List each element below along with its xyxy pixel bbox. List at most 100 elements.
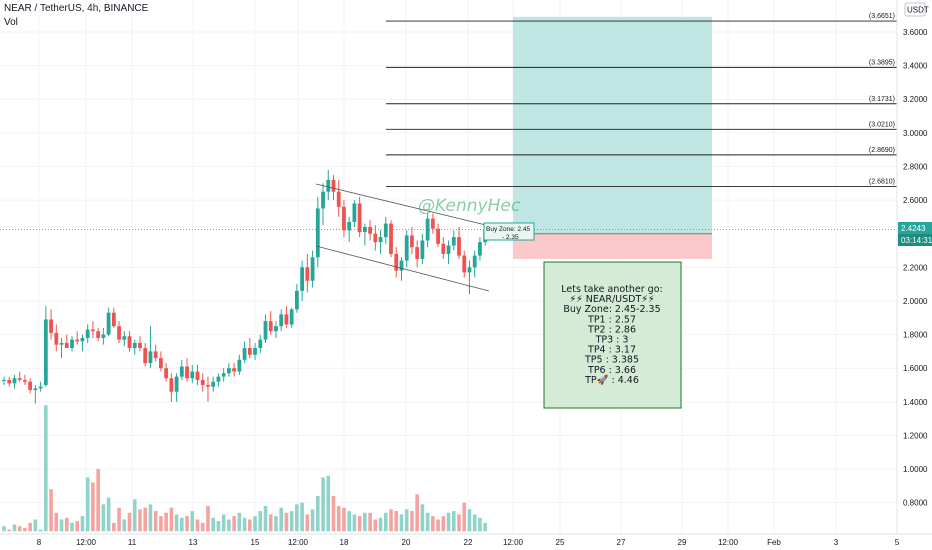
channel-upper-line	[315, 183, 491, 227]
candle-body	[263, 321, 268, 340]
note-line: TP6 : 3.66	[587, 365, 636, 376]
volume-bar	[305, 514, 310, 532]
candle	[70, 336, 74, 352]
candle-body	[378, 237, 383, 243]
volume-bar	[441, 516, 446, 532]
volume-bar	[331, 495, 336, 532]
trade-note[interactable]: Lets take another go:⚡⚡ NEAR/USDT⚡⚡Buy Z…	[543, 261, 682, 409]
candle	[153, 344, 158, 362]
price-level-label: (3.6651)	[869, 13, 895, 20]
candle	[190, 364, 195, 384]
candle-body	[59, 342, 64, 345]
candle	[237, 354, 242, 375]
candle	[169, 373, 174, 402]
candle-body	[451, 237, 456, 246]
candle-body	[169, 378, 174, 392]
price-axis[interactable]: USDT 3.6000 3.4000 3.2000 3.0000 2.8000 2.600…	[896, 0, 932, 550]
volume-bar	[279, 507, 283, 532]
volume-bar	[211, 517, 215, 532]
volume-bar	[352, 514, 357, 532]
volume-bar	[17, 526, 22, 532]
x-tick-label: 12:00	[76, 538, 97, 547]
buy-zone-label-line-1: Buy Zone: 2.45	[486, 226, 530, 233]
candle	[430, 213, 435, 234]
volume-bar	[85, 477, 90, 532]
volume-bar	[237, 512, 242, 532]
x-tick-label: 18	[340, 538, 349, 547]
candle-body	[383, 223, 388, 238]
volume-bar	[80, 516, 85, 532]
x-tick-label: 5	[895, 538, 900, 547]
candle	[457, 226, 461, 259]
volume-bar	[347, 511, 351, 532]
candle-body	[425, 218, 430, 241]
candle	[446, 240, 451, 264]
candle	[117, 321, 121, 343]
candle-body	[85, 329, 90, 338]
candle	[216, 373, 221, 387]
candle	[253, 342, 257, 360]
volume-bar	[106, 497, 111, 532]
volume-bar	[190, 511, 195, 532]
symbol-title[interactable]: NEAR / TetherUS, 4h, BINANCE	[4, 3, 149, 14]
price-levels: (3.6651) (3.3895) (3.1731) (3.0210) (2.8690)…	[0, 13, 897, 231]
time-axis[interactable]: 8 12:00 11 13 15 12:00 18 20 22 12:00 25 27 29 12:00 F…	[0, 533, 932, 547]
candle-body	[75, 339, 80, 342]
x-tick-label: 8	[37, 538, 42, 547]
candle	[101, 327, 106, 345]
volume-bar	[420, 504, 425, 532]
y-tick-label: 3.0000	[903, 129, 928, 138]
note-line: Lets take another go:	[561, 284, 662, 295]
candle	[274, 321, 278, 338]
volume-bar	[253, 516, 257, 532]
candle-body	[321, 191, 325, 209]
stop-zone	[513, 233, 712, 259]
volume-bar	[394, 511, 399, 532]
volume-bar	[195, 519, 200, 532]
y-tick-label: 2.0000	[903, 297, 928, 306]
volume-bar	[221, 514, 226, 532]
volume-bar	[59, 519, 64, 532]
candle	[23, 374, 27, 386]
x-tick-label: 13	[189, 538, 198, 547]
note-line: TP2 : 2.86	[587, 324, 636, 335]
volume-bar	[363, 512, 367, 532]
candle-body	[441, 243, 446, 254]
volume-bar	[75, 521, 80, 532]
volume-bar	[33, 519, 38, 532]
candle	[164, 363, 169, 382]
candle-body	[148, 351, 153, 364]
candle	[284, 306, 289, 328]
volume-bar	[159, 516, 163, 532]
candle-body	[23, 379, 27, 382]
candle-body	[420, 240, 425, 259]
candle	[451, 230, 456, 251]
candle-body	[211, 381, 216, 387]
candle-body	[143, 348, 148, 364]
y-tick-label: 1.8000	[903, 331, 928, 340]
volume-bar	[7, 529, 12, 532]
volume-bar	[326, 475, 331, 532]
candle-body	[43, 319, 48, 386]
currency-label[interactable]: USDT	[907, 6, 929, 15]
x-tick-label: 27	[617, 538, 626, 547]
y-tick-label: 1.0000	[903, 465, 928, 474]
volume-bar	[117, 507, 121, 532]
candle-body	[54, 332, 59, 345]
volume-bar	[410, 511, 414, 532]
candle-body	[415, 247, 420, 259]
candle	[425, 213, 430, 248]
buy-zone-label[interactable]: Buy Zone: 2.45 - 2.35	[483, 222, 535, 241]
volume-bar	[216, 521, 221, 532]
candle	[310, 250, 315, 288]
volume-bar	[295, 504, 299, 532]
candle-body	[185, 366, 189, 379]
candle	[138, 336, 142, 352]
x-tick-label: 15	[251, 538, 260, 547]
volume-bar	[12, 524, 17, 532]
volume-bar	[206, 506, 210, 532]
candle	[394, 247, 399, 278]
candle	[185, 358, 189, 382]
volume-indicator-label[interactable]: Vol	[4, 17, 18, 28]
